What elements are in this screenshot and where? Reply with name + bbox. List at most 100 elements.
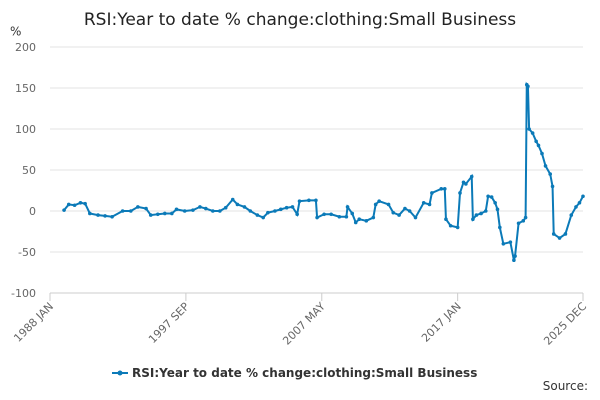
point (439, 187, 444, 191)
point (198, 205, 202, 209)
point (489, 195, 494, 199)
point (563, 232, 568, 236)
point (248, 209, 253, 213)
point (521, 219, 526, 223)
point (534, 139, 538, 144)
point (297, 199, 302, 203)
point (508, 240, 513, 244)
point (377, 199, 381, 203)
point (345, 205, 350, 209)
point (350, 211, 355, 216)
point (182, 209, 187, 213)
point (364, 219, 369, 223)
point (516, 221, 521, 226)
point (479, 211, 483, 216)
point (548, 172, 552, 176)
point (526, 84, 530, 89)
point (386, 202, 391, 207)
point (530, 131, 535, 135)
point (163, 211, 167, 216)
point (211, 209, 215, 213)
legend-marker (117, 370, 123, 376)
point (322, 212, 326, 217)
point (314, 198, 318, 203)
point (493, 201, 497, 205)
point (483, 209, 488, 213)
point (170, 211, 174, 216)
point (129, 209, 133, 213)
y-unit: % (10, 25, 21, 39)
point (448, 223, 453, 228)
source: Source: (543, 379, 588, 393)
point (413, 215, 418, 220)
point (474, 213, 479, 217)
point (120, 209, 125, 213)
point (407, 209, 412, 213)
point (471, 217, 475, 221)
point (278, 207, 283, 212)
point (371, 215, 376, 220)
x-tick-label: 1997 SEP (146, 300, 192, 346)
y-tick-label: 0 (29, 205, 36, 218)
legend-label: RSI:Year to date % change:clothing:Small… (132, 366, 477, 380)
point (498, 225, 502, 230)
point (577, 201, 582, 205)
point (273, 209, 277, 213)
legend: RSI:Year to date % change:clothing:Small… (112, 366, 477, 380)
point (242, 205, 247, 209)
point (557, 236, 562, 240)
x-tick-label: 2025 DEC (541, 300, 589, 348)
point (96, 213, 100, 217)
point (430, 191, 434, 195)
point (103, 214, 107, 218)
point (373, 202, 378, 207)
point (337, 214, 342, 219)
point (148, 213, 153, 217)
point (543, 164, 548, 168)
point (486, 194, 490, 199)
y-tick-label: 150 (15, 82, 36, 95)
point (223, 205, 228, 210)
y-tick-label: 100 (15, 123, 36, 136)
point (495, 207, 500, 212)
point (523, 215, 528, 220)
point (255, 213, 260, 217)
point (581, 194, 585, 199)
point (391, 210, 396, 215)
point (110, 214, 114, 219)
y-tick-label: -50 (18, 246, 36, 259)
point (527, 127, 531, 131)
point (421, 201, 426, 205)
y-tick-label: 50 (22, 164, 36, 177)
x-tick-label: 1988 JAN (11, 300, 56, 345)
point (88, 211, 92, 216)
point (284, 205, 289, 210)
point (136, 205, 140, 209)
point (455, 225, 460, 230)
point (144, 206, 148, 211)
point (344, 214, 349, 219)
point (295, 212, 299, 217)
point (427, 202, 432, 207)
point (307, 198, 311, 203)
point (315, 215, 319, 220)
point (78, 201, 83, 205)
point (230, 197, 235, 202)
point (403, 206, 407, 211)
point (204, 206, 208, 211)
point (261, 215, 266, 220)
y-tick-label: -100 (11, 287, 36, 300)
point (357, 217, 362, 221)
point (83, 201, 87, 206)
point (397, 213, 401, 217)
point (353, 220, 358, 225)
point (536, 143, 541, 148)
point (569, 213, 574, 217)
point (174, 207, 179, 212)
x-tick-label: 2007 MAY (280, 300, 328, 348)
point (442, 187, 447, 191)
point (191, 208, 195, 212)
point (66, 202, 71, 207)
point (550, 184, 555, 189)
